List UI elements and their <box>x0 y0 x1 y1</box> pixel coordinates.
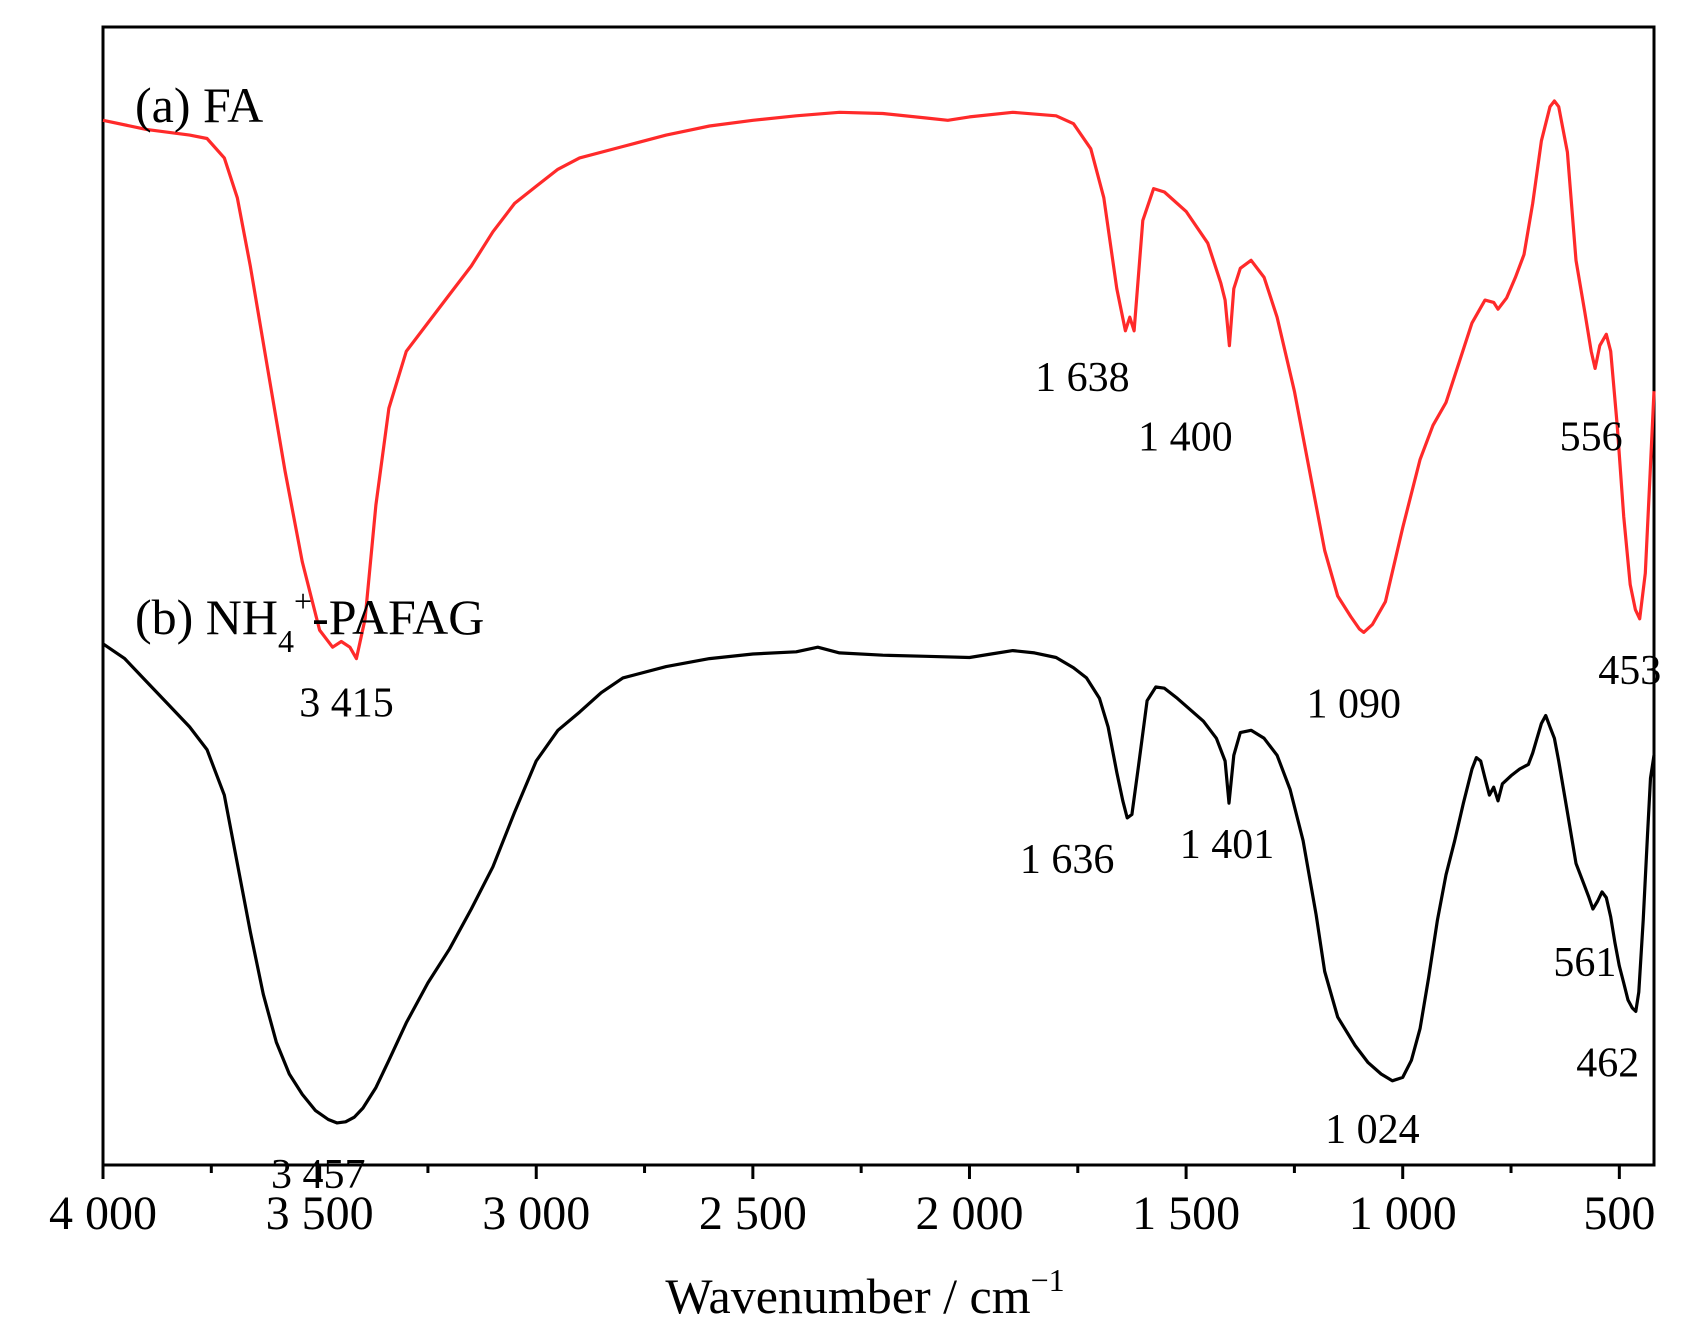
x-tick-label: 500 <box>1583 1187 1655 1240</box>
peak-label: 1 024 <box>1325 1107 1420 1153</box>
x-tick-label: 1 000 <box>1349 1187 1457 1240</box>
peak-label: 1 638 <box>1035 355 1130 401</box>
plot-frame <box>101 25 1656 1167</box>
series-line-nh4-pafag <box>102 642 1656 1125</box>
x-axis-title: Wavenumber / cm−1 <box>665 1262 1064 1324</box>
peak-label: 3 415 <box>299 681 394 727</box>
series-labels: (a) FA (b) NH4+-PAFAG <box>135 77 484 659</box>
x-axis-title-unit-exponent: −1 <box>1031 1262 1065 1298</box>
peak-label: 462 <box>1576 1040 1639 1086</box>
x-tick-label: 3 500 <box>266 1187 374 1240</box>
x-tick-label: 3 000 <box>482 1187 590 1240</box>
series-label: (b) NH4+-PAFAG <box>135 583 484 659</box>
peak-label: 453 <box>1598 648 1661 694</box>
x-tick-label: 2 000 <box>915 1187 1023 1240</box>
peak-label: 1 401 <box>1180 822 1275 868</box>
series-layer <box>102 99 1656 1125</box>
series-label: (a) FA <box>135 77 263 133</box>
series-line-fa <box>102 99 1656 661</box>
peak-label: 556 <box>1560 414 1623 460</box>
plot-border <box>101 25 1656 1167</box>
x-axis: 4 000 3 500 3 000 2 500 2 000 1 500 1 000 500 <box>49 1165 1655 1240</box>
peak-label: 1 400 <box>1138 415 1233 461</box>
peak-label: 1 090 <box>1306 681 1401 727</box>
peak-label: 1 636 <box>1020 837 1115 883</box>
peak-label: 561 <box>1553 940 1616 986</box>
x-tick-label: 4 000 <box>49 1187 157 1240</box>
x-axis-title-text: Wavenumber / cm <box>665 1268 1030 1324</box>
x-tick-label: 2 500 <box>699 1187 807 1240</box>
x-tick-label: 1 500 <box>1132 1187 1240 1240</box>
